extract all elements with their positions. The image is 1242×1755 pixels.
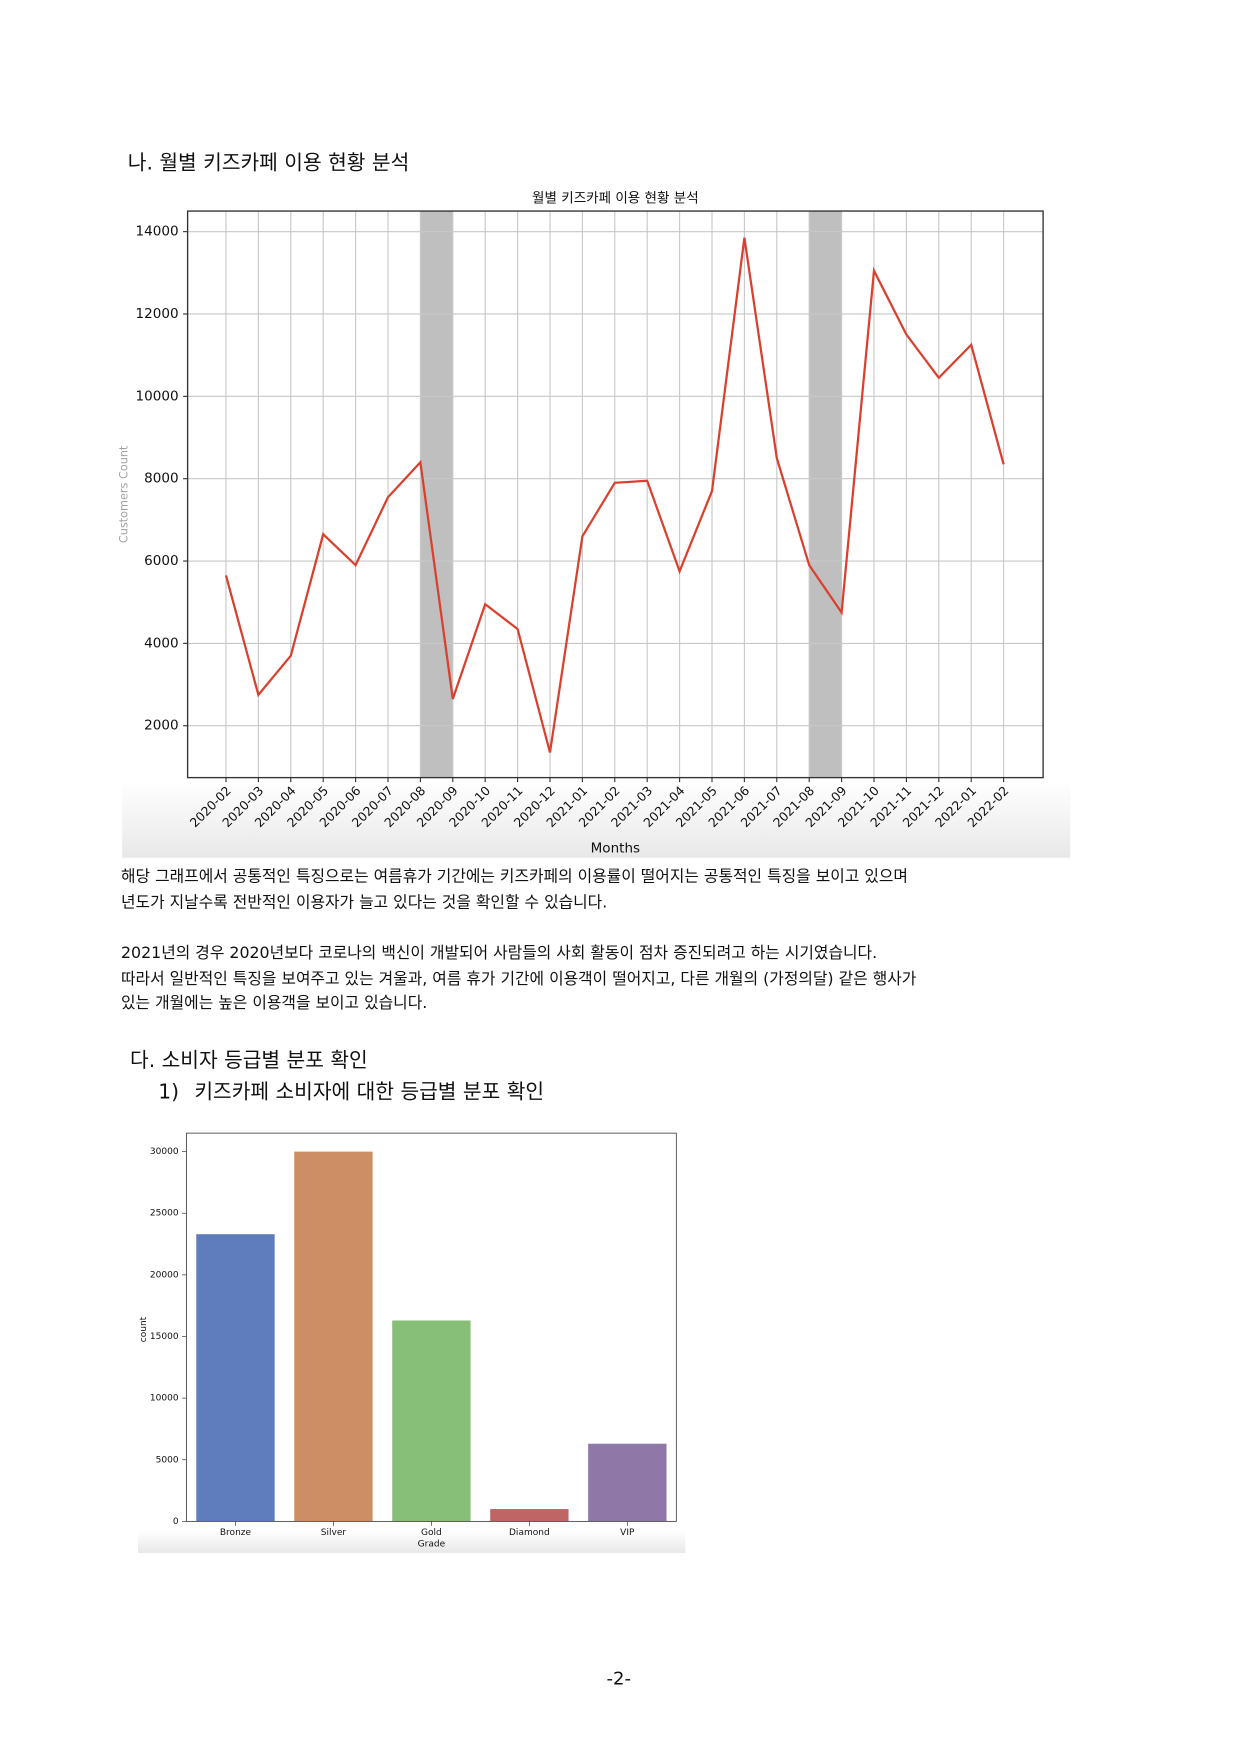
plot-frame (186, 1132, 677, 1522)
y-tick-label: 4000 (144, 635, 178, 651)
y-tick-label: 20000 (150, 1270, 179, 1280)
paragraph-line: 2021년의 경우 2020년보다 코로나의 백신이 개발되어 사람들의 사회 … (121, 943, 877, 962)
x-tick-label: Bronze (220, 1528, 252, 1538)
list-number: 1) (158, 1080, 179, 1104)
y-tick-label: 8000 (144, 471, 178, 487)
bar (294, 1151, 373, 1522)
y-axis-label: count (139, 1316, 149, 1342)
x-axis-label: Months (591, 841, 640, 857)
sub-heading: 키즈카페 소비자에 대한 등급별 분포 확인 (194, 1080, 544, 1104)
paragraph-line: 년도가 지날수록 전반적인 이용자가 늘고 있다는 것을 확인할 수 있습니다. (121, 892, 607, 911)
y-tick-label: 10000 (150, 1394, 179, 1404)
section-heading: 나. 월별 키즈카페 이용 현황 분석 (128, 151, 409, 175)
y-tick-label: 6000 (144, 553, 178, 569)
section-heading: 다. 소비자 등급별 분포 확인 (130, 1048, 368, 1072)
data-line (224, 237, 1005, 753)
bar (588, 1443, 667, 1522)
image-fade (137, 1530, 686, 1553)
bar (392, 1320, 471, 1522)
paragraph-line: 있는 개월에는 높은 이용객을 보이고 있습니다. (121, 993, 427, 1012)
x-axis-label: Grade (418, 1539, 446, 1549)
y-tick-label: 30000 (150, 1147, 179, 1157)
y-axis-label: Customers Count (117, 445, 130, 543)
chart-title: 월별 키즈카페 이용 현황 분석 (532, 191, 699, 207)
image-fade (122, 781, 1071, 858)
bar (196, 1234, 275, 1522)
y-tick-label: 10000 (136, 388, 179, 404)
y-tick-label: 14000 (136, 224, 179, 240)
y-tick-label: 5000 (156, 1455, 179, 1465)
x-tick-label: VIP (620, 1528, 635, 1538)
plot-frame (186, 210, 1044, 779)
bar (490, 1509, 569, 1522)
x-tick-label: Gold (421, 1528, 442, 1538)
page-number: -2- (606, 1668, 631, 1689)
y-tick-label: 25000 (150, 1209, 179, 1219)
y-tick-label: 0 (173, 1517, 179, 1527)
shaded-range (809, 211, 842, 778)
paragraph-line: 따라서 일반적인 특징을 보여주고 있는 겨울과, 여름 휴가 기간에 이용객이… (121, 969, 917, 988)
y-tick-label: 15000 (150, 1332, 179, 1342)
x-tick-label: Diamond (509, 1528, 550, 1538)
y-tick-label: 2000 (144, 718, 178, 734)
paragraph-line: 해당 그래프에서 공통적인 특징으로는 여름휴가 기간에는 키즈카페의 이용률이… (121, 866, 908, 885)
y-tick-label: 12000 (136, 306, 179, 322)
x-tick-label: Silver (321, 1528, 347, 1538)
